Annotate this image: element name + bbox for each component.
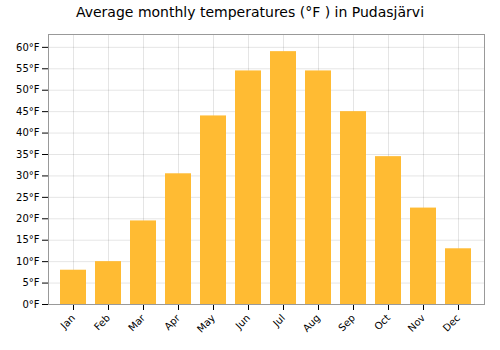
svg-text:Mar: Mar — [126, 312, 148, 334]
svg-text:Feb: Feb — [92, 312, 112, 332]
svg-text:30°F: 30°F — [16, 170, 40, 181]
svg-text:Apr: Apr — [162, 312, 183, 333]
svg-text:Jun: Jun — [233, 312, 253, 332]
html-text:Average monthly temperatures (: Average monthly temperatures (°F ) in Pu… — [76, 4, 424, 20]
svg-text:55°F: 55°F — [16, 63, 40, 74]
svg-text:Jul: Jul — [270, 312, 287, 329]
svg-text:60°F: 60°F — [16, 42, 40, 53]
svg-text:50°F: 50°F — [16, 84, 40, 95]
svg-text:45°F: 45°F — [16, 106, 40, 117]
svg-text:15°F: 15°F — [16, 234, 40, 245]
svg-text:Nov: Nov — [406, 312, 428, 334]
svg-text:10°F: 10°F — [16, 256, 40, 267]
svg-text:Jan: Jan — [58, 312, 77, 331]
svg-text:40°F: 40°F — [16, 127, 40, 138]
svg-text:Dec: Dec — [441, 312, 462, 333]
svg-text:0°F: 0°F — [22, 299, 39, 310]
svg-text:Sep: Sep — [336, 312, 357, 333]
svg-text:35°F: 35°F — [16, 149, 40, 160]
svg-text:5°F: 5°F — [22, 277, 39, 288]
svg-text:25°F: 25°F — [16, 192, 40, 203]
svg-text:Oct: Oct — [372, 312, 392, 332]
svg-text:Aug: Aug — [301, 312, 323, 334]
svg-text:20°F: 20°F — [16, 213, 40, 224]
svg-text:May: May — [195, 312, 217, 334]
